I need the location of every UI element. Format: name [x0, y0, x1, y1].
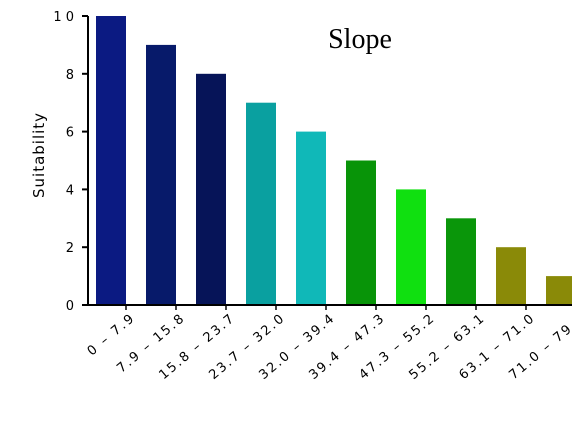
y-tick-label-1: 2	[66, 241, 74, 256]
y-tick-label-2: 4	[66, 183, 74, 198]
bar-8	[446, 218, 476, 305]
bar-6	[346, 160, 376, 305]
bar-7	[396, 189, 426, 305]
bar-9	[496, 247, 526, 305]
y-tick-label-5: 1 0	[53, 10, 74, 25]
bar-1	[96, 16, 126, 305]
bar-3	[196, 73, 226, 305]
y-tick-label-4: 8	[66, 68, 74, 83]
chart-title: Slope	[328, 24, 392, 55]
bar-10	[546, 276, 572, 305]
y-tick-label-0: 0	[66, 299, 74, 314]
bar-4	[246, 102, 276, 305]
bar-2	[146, 44, 176, 306]
bar-5	[296, 131, 326, 305]
y-tick-label-3: 6	[66, 126, 74, 141]
